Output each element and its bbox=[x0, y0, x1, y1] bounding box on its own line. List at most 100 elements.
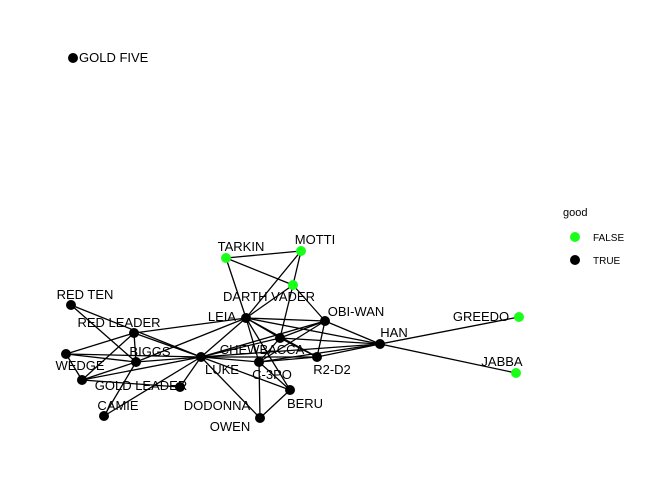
edge-chewbacca-luke bbox=[200, 337, 281, 358]
node-obi-wan bbox=[320, 316, 330, 326]
node-label-chewbacca: CHEWBACCA bbox=[220, 342, 305, 357]
edge-red-leader-wedge bbox=[65, 332, 135, 355]
edge-red-ten-biggs bbox=[70, 304, 137, 363]
legend-swatch-true bbox=[570, 255, 580, 265]
node-gold-five bbox=[68, 53, 78, 63]
node-label-camie: CAMIE bbox=[97, 398, 139, 413]
node-r2-d2 bbox=[312, 352, 322, 362]
edges-layer bbox=[65, 250, 520, 419]
labels-layer: GOLD FIVE TARKIN MOTTI DARTH VADER RED TEN RE… bbox=[55, 50, 522, 434]
node-label-motti: MOTTI bbox=[295, 232, 335, 247]
edge-luke-dodonna bbox=[179, 356, 202, 388]
node-luke bbox=[196, 352, 206, 362]
edge-darth-vader-leia bbox=[245, 284, 294, 319]
edge-wedge-gold-leader bbox=[65, 353, 83, 381]
node-c-3po bbox=[254, 357, 264, 367]
legend-label-false: FALSE bbox=[593, 233, 624, 244]
edge-leia-obi-wan bbox=[245, 317, 326, 322]
node-motti bbox=[296, 246, 306, 256]
edge-red-leader-luke bbox=[133, 332, 202, 358]
nodes-layer bbox=[61, 53, 524, 423]
edge-red-leader-gold-leader bbox=[81, 332, 135, 381]
node-label-jabba: JABBA bbox=[481, 354, 523, 369]
edge-greedo-han bbox=[379, 316, 520, 345]
node-red-ten bbox=[66, 300, 76, 310]
node-red-leader bbox=[129, 328, 139, 338]
node-biggs bbox=[131, 357, 141, 367]
edge-biggs-luke bbox=[135, 356, 202, 363]
edge-leia-beru bbox=[245, 317, 291, 391]
edge-darth-vader-chewbacca bbox=[279, 284, 294, 339]
node-chewbacca bbox=[275, 333, 285, 343]
edge-chewbacca-c-3po bbox=[258, 337, 281, 363]
edge-biggs-wedge bbox=[65, 353, 137, 363]
legend-label-true: TRUE bbox=[593, 256, 621, 267]
node-label-obi-wan: OBI-WAN bbox=[328, 304, 385, 319]
edge-motti-leia bbox=[245, 250, 302, 319]
node-label-gold-leader: GOLD LEADER bbox=[95, 378, 187, 393]
edge-leia-han bbox=[245, 317, 381, 345]
edge-han-chewbacca bbox=[279, 337, 381, 345]
edge-wedge-luke bbox=[65, 353, 202, 358]
node-label-biggs: BIGGS bbox=[129, 344, 171, 359]
node-beru bbox=[285, 385, 295, 395]
edge-beru-owen bbox=[259, 389, 291, 419]
node-label-c-3po: C-3PO bbox=[252, 367, 292, 382]
node-tarkin bbox=[221, 253, 231, 263]
edge-leia-c-3po bbox=[245, 317, 260, 363]
node-label-gold-five: GOLD FIVE bbox=[79, 50, 149, 65]
edge-luke-owen bbox=[200, 356, 261, 419]
edge-tarkin-darth-vader bbox=[225, 257, 294, 286]
edge-red-leader-leia bbox=[133, 317, 247, 334]
edge-luke-gold-leader bbox=[81, 356, 202, 381]
edge-leia-luke bbox=[200, 317, 247, 358]
node-leia bbox=[241, 313, 251, 323]
node-label-luke: LUKE bbox=[205, 362, 239, 377]
edge-luke-camie bbox=[103, 356, 202, 417]
legend: good FALSE TRUE bbox=[563, 207, 624, 267]
edge-gold-leader-dodonna bbox=[81, 379, 181, 388]
node-jabba bbox=[511, 368, 521, 378]
node-label-han: HAN bbox=[380, 325, 407, 340]
node-label-red-ten: RED TEN bbox=[57, 287, 114, 302]
node-label-darth-vader: DARTH VADER bbox=[223, 289, 315, 304]
node-wedge bbox=[61, 349, 71, 359]
edge-obi-wan-c-3po bbox=[258, 320, 326, 363]
edge-tarkin-motti bbox=[225, 250, 302, 259]
node-label-leia: LEIA bbox=[208, 309, 237, 324]
node-label-red-leader: RED LEADER bbox=[77, 315, 160, 330]
edge-darth-vader-obi-wan bbox=[292, 284, 326, 322]
legend-title: good bbox=[563, 207, 587, 219]
node-label-beru: BERU bbox=[287, 396, 323, 411]
edge-obi-wan-r2-d2 bbox=[316, 320, 326, 358]
node-label-owen: OWEN bbox=[210, 419, 250, 434]
edge-obi-wan-luke bbox=[200, 320, 326, 358]
node-dodonna bbox=[175, 382, 185, 392]
node-label-r2-d2: R2-D2 bbox=[313, 362, 351, 377]
edge-obi-wan-han bbox=[324, 320, 381, 345]
edge-c-3po-r2-d2 bbox=[258, 356, 318, 363]
node-owen bbox=[255, 413, 265, 423]
node-greedo bbox=[514, 312, 524, 322]
edge-tarkin-leia bbox=[225, 257, 247, 319]
edge-han-r2-d2 bbox=[316, 343, 381, 358]
node-label-wedge: WEDGE bbox=[55, 358, 104, 373]
edge-chewbacca-r2-d2 bbox=[279, 337, 318, 358]
edge-han-jabba bbox=[379, 343, 517, 374]
node-gold-leader bbox=[77, 375, 87, 385]
edge-biggs-gold-leader bbox=[81, 361, 137, 381]
node-label-greedo: GREEDO bbox=[453, 309, 509, 324]
legend-swatch-false bbox=[570, 232, 580, 242]
node-label-dodonna: DODONNA bbox=[184, 398, 251, 413]
node-label-tarkin: TARKIN bbox=[218, 239, 265, 254]
edge-luke-beru bbox=[200, 356, 291, 391]
edge-motti-darth-vader bbox=[292, 250, 302, 286]
node-darth-vader bbox=[288, 280, 298, 290]
edge-c-3po-beru bbox=[258, 361, 291, 391]
edge-luke-c-3po bbox=[200, 356, 260, 363]
edge-leia-biggs bbox=[135, 317, 247, 363]
node-han bbox=[375, 339, 385, 349]
edge-c-3po-owen bbox=[258, 361, 261, 419]
